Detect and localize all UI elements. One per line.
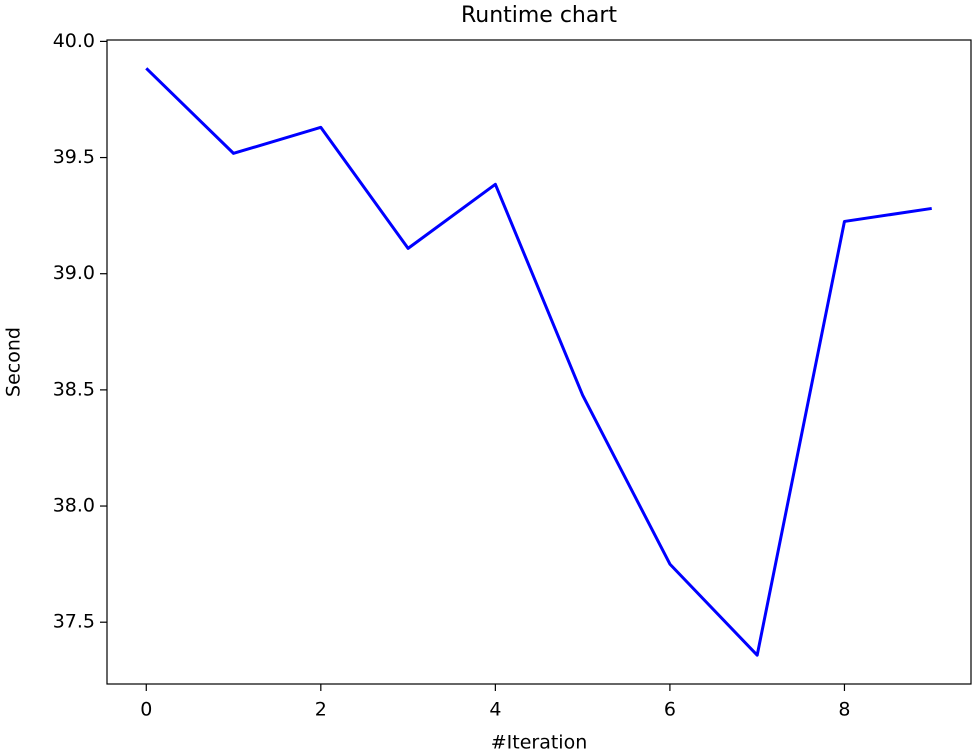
plot-frame xyxy=(106,39,972,685)
x-tick-label: 8 xyxy=(838,699,850,721)
x-axis-label: #Iteration xyxy=(491,732,588,754)
y-tick-label: 40.0 xyxy=(53,30,95,52)
y-tick-label: 39.0 xyxy=(53,262,95,284)
chart-title: Runtime chart xyxy=(461,3,617,28)
x-tick-label: 6 xyxy=(664,699,676,721)
y-tick-label: 38.0 xyxy=(53,495,95,517)
y-axis-label: Second xyxy=(3,327,25,397)
y-tick-label: 38.5 xyxy=(53,378,95,400)
x-tick-label: 4 xyxy=(489,699,501,721)
x-tick-label: 2 xyxy=(315,699,327,721)
y-tick-label: 37.5 xyxy=(53,611,95,633)
y-tick-label: 39.5 xyxy=(53,146,95,168)
x-tick-label: 0 xyxy=(140,699,152,721)
line-series xyxy=(145,67,932,657)
